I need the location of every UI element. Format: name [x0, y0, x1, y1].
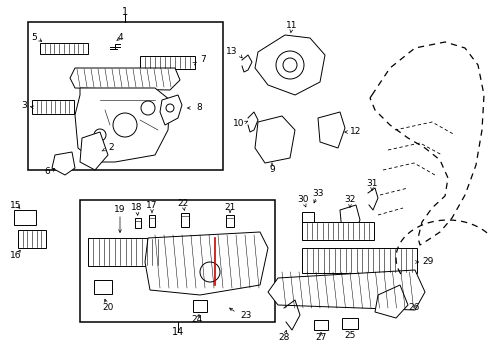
Polygon shape	[254, 116, 294, 163]
Polygon shape	[374, 285, 407, 318]
Polygon shape	[145, 232, 267, 295]
Circle shape	[283, 58, 296, 72]
Text: 22: 22	[177, 198, 188, 207]
Text: 8: 8	[196, 104, 202, 112]
Circle shape	[141, 101, 155, 115]
Text: 14: 14	[171, 327, 184, 337]
Text: 1: 1	[122, 7, 128, 17]
Polygon shape	[160, 95, 182, 125]
Bar	[80, 200, 274, 322]
Text: 33: 33	[312, 189, 323, 198]
Polygon shape	[317, 112, 345, 148]
Text: 32: 32	[344, 195, 355, 204]
Bar	[18, 230, 46, 248]
Text: 6: 6	[44, 167, 50, 176]
Polygon shape	[52, 152, 75, 175]
Bar	[14, 210, 36, 225]
Text: 3: 3	[21, 102, 27, 111]
Bar	[135, 218, 141, 228]
Text: 24: 24	[191, 315, 202, 324]
Bar	[88, 238, 163, 266]
Circle shape	[94, 129, 106, 141]
Text: 20: 20	[102, 303, 113, 312]
Polygon shape	[75, 88, 170, 162]
Text: 9: 9	[268, 166, 274, 175]
Text: 28: 28	[278, 333, 289, 342]
Text: 29: 29	[421, 257, 432, 266]
Bar	[313, 320, 327, 330]
Bar	[40, 43, 88, 54]
Polygon shape	[254, 35, 325, 95]
Bar	[140, 56, 195, 69]
Text: 12: 12	[349, 127, 361, 136]
Text: 4: 4	[117, 33, 122, 42]
Polygon shape	[70, 68, 180, 90]
Bar	[94, 280, 112, 294]
Bar	[181, 213, 189, 227]
Circle shape	[275, 51, 304, 79]
Text: 23: 23	[240, 310, 251, 320]
Text: 15: 15	[10, 201, 21, 210]
Text: 25: 25	[344, 330, 355, 339]
Text: 17: 17	[146, 202, 158, 211]
Bar	[225, 215, 234, 227]
Text: 27: 27	[315, 333, 326, 342]
Bar	[341, 318, 357, 329]
Text: 10: 10	[232, 118, 244, 127]
Text: 30: 30	[297, 195, 308, 204]
Circle shape	[200, 262, 220, 282]
Text: 31: 31	[366, 179, 377, 188]
Circle shape	[165, 104, 174, 112]
Text: 2: 2	[108, 144, 113, 153]
Text: 18: 18	[131, 203, 142, 212]
Bar	[302, 222, 373, 240]
Bar	[28, 22, 223, 170]
Text: 26: 26	[407, 303, 419, 312]
Text: 11: 11	[285, 21, 297, 30]
Polygon shape	[339, 205, 359, 238]
Text: 7: 7	[200, 55, 205, 64]
Polygon shape	[80, 132, 108, 170]
Bar	[32, 100, 74, 114]
Text: 16: 16	[10, 252, 21, 261]
Bar	[302, 248, 416, 273]
Polygon shape	[267, 270, 424, 310]
Text: 5: 5	[31, 33, 37, 42]
Text: 21: 21	[224, 203, 235, 212]
Text: 19: 19	[114, 206, 125, 215]
Circle shape	[113, 113, 137, 137]
Bar	[149, 215, 155, 227]
Bar	[193, 300, 206, 312]
Text: 13: 13	[225, 48, 237, 57]
Bar	[302, 212, 313, 222]
